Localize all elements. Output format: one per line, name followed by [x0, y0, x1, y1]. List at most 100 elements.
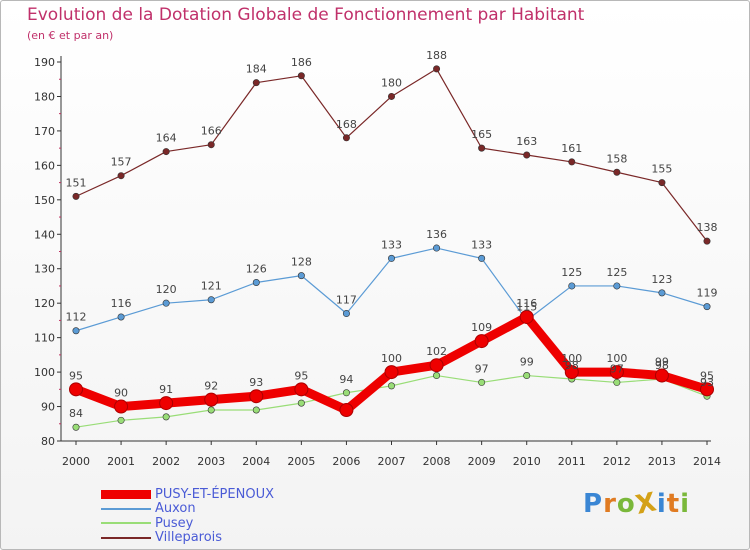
- data-label-auxon: 115: [516, 300, 537, 313]
- data-label-auxon: 136: [426, 228, 447, 241]
- data-label-pusey: 97: [475, 362, 489, 375]
- data-point-villeparois: [613, 168, 621, 176]
- data-point-villeparois: [658, 179, 666, 187]
- x-tick-label: 2010: [513, 455, 541, 468]
- data-point-auxon: [297, 272, 305, 280]
- data-label-villeparois: 184: [246, 63, 267, 76]
- data-point-villeparois: [433, 65, 441, 73]
- data-label-pusy-et-penoux: 99: [655, 356, 669, 369]
- data-label-auxon: 125: [606, 266, 627, 279]
- data-label-auxon: 112: [66, 311, 87, 324]
- data-label-villeparois: 138: [697, 221, 718, 234]
- data-label-pusy-et-penoux: 95: [69, 369, 83, 382]
- x-tick-label: 2011: [558, 455, 586, 468]
- x-tick-label: 2005: [287, 455, 315, 468]
- logo-letter: o: [616, 489, 636, 519]
- data-label-pusey: 84: [69, 407, 83, 420]
- y-tick-label: 80: [41, 435, 55, 448]
- logo-letter: X: [632, 487, 660, 521]
- data-point-auxon: [703, 303, 711, 311]
- data-label-villeparois: 166: [201, 125, 222, 138]
- y-tick-label: 100: [34, 366, 55, 379]
- data-label-pusy-et-penoux: 109: [471, 321, 492, 334]
- data-label-villeparois: 158: [606, 152, 627, 165]
- data-point-villeparois: [703, 237, 711, 245]
- data-point-auxon: [72, 327, 80, 335]
- x-tick-label: 2013: [648, 455, 676, 468]
- data-label-auxon: 128: [291, 256, 312, 269]
- x-tick-label: 2006: [332, 455, 360, 468]
- data-label-pusy-et-penoux: 90: [114, 387, 128, 400]
- data-point-auxon: [478, 254, 486, 262]
- data-point-auxon: [117, 313, 125, 321]
- legend-label: Villeparois: [155, 530, 223, 546]
- y-tick-label: 180: [34, 90, 55, 103]
- legend-swatch: [101, 536, 151, 539]
- data-point-pusey: [342, 389, 350, 397]
- x-tick-label: 2002: [152, 455, 180, 468]
- data-point-villeparois: [207, 141, 215, 149]
- data-label-pusy-et-penoux: 100: [561, 352, 582, 365]
- data-point-auxon: [207, 296, 215, 304]
- legend-label: Pusey: [155, 515, 194, 531]
- y-tick-label: 90: [41, 401, 55, 414]
- data-point-villeparois: [342, 134, 350, 142]
- data-label-auxon: 121: [201, 280, 222, 293]
- data-label-pusy-et-penoux: 116: [516, 297, 537, 310]
- data-point-pusy-et-penoux: [609, 365, 624, 380]
- data-label-pusey: 98: [655, 359, 669, 372]
- data-label-auxon: 126: [246, 263, 267, 276]
- legend-label: PUSY-ET-ÉPENOUX: [155, 486, 274, 502]
- data-label-auxon: 125: [561, 266, 582, 279]
- x-tick-label: 2014: [693, 455, 721, 468]
- legend-item: Auxon: [101, 501, 274, 517]
- y-tick-label: 170: [34, 125, 55, 138]
- data-label-pusy-et-penoux: 102: [426, 345, 447, 358]
- data-point-pusy-et-penoux: [339, 402, 354, 417]
- x-tick-label: 2000: [62, 455, 90, 468]
- data-point-pusey: [72, 423, 80, 431]
- data-label-villeparois: 168: [336, 118, 357, 131]
- data-label-pusey: 99: [520, 356, 534, 369]
- logo-letter: r: [603, 489, 617, 519]
- legend-item: PUSY-ET-ÉPENOUX: [101, 487, 274, 502]
- data-point-pusey: [478, 378, 486, 386]
- data-label-villeparois: 163: [516, 135, 537, 148]
- data-label-villeparois: 161: [561, 142, 582, 155]
- data-point-villeparois: [478, 144, 486, 152]
- data-point-villeparois: [523, 151, 531, 159]
- data-point-pusy-et-penoux: [294, 382, 309, 397]
- data-point-villeparois: [297, 72, 305, 80]
- logo-letter: t: [666, 489, 681, 519]
- logo-letter: P: [583, 489, 604, 519]
- data-point-villeparois: [162, 148, 170, 156]
- data-label-pusy-et-penoux: 100: [606, 352, 627, 365]
- data-point-pusy-et-penoux: [474, 334, 489, 349]
- data-point-pusey: [387, 382, 395, 390]
- data-point-villeparois: [252, 79, 260, 87]
- legend-label: Auxon: [155, 501, 196, 517]
- data-point-pusy-et-penoux: [564, 365, 579, 380]
- logo-letter: i: [680, 489, 691, 519]
- data-point-pusey: [613, 378, 621, 386]
- data-point-pusy-et-penoux: [204, 392, 219, 407]
- data-label-villeparois: 155: [651, 163, 672, 176]
- y-tick-label: 190: [34, 56, 55, 69]
- x-tick-label: 2008: [423, 455, 451, 468]
- data-point-auxon: [568, 282, 576, 290]
- y-tick-label: 110: [34, 332, 55, 345]
- data-label-villeparois: 186: [291, 56, 312, 69]
- data-label-pusey: 97: [610, 362, 624, 375]
- data-label-auxon: 119: [697, 287, 718, 300]
- legend-swatch: [101, 522, 151, 525]
- data-label-auxon: 116: [111, 297, 132, 310]
- data-point-auxon: [162, 299, 170, 307]
- data-point-pusey: [433, 372, 441, 380]
- data-point-pusy-et-penoux: [249, 389, 264, 404]
- chart-title: Evolution de la Dotation Globale de Fonc…: [27, 5, 585, 25]
- data-point-auxon: [433, 244, 441, 252]
- data-label-pusy-et-penoux: 95: [700, 369, 714, 382]
- data-label-pusy-et-penoux: 91: [159, 383, 173, 396]
- data-label-auxon: 133: [381, 238, 402, 251]
